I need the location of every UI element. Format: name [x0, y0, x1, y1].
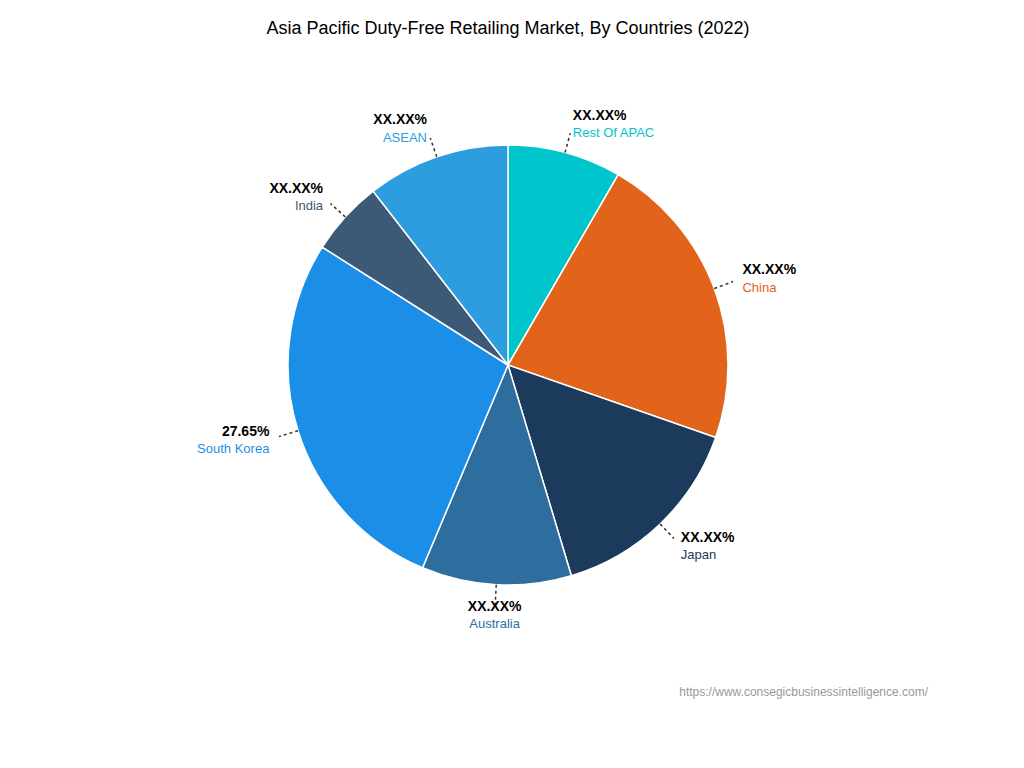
svg-text:ASEAN: ASEAN: [383, 130, 427, 145]
html-text:https://www.consegicbusinessin: https://www.consegicbusinessintelligence…: [679, 685, 928, 699]
svg-text:Rest Of APAC: Rest Of APAC: [573, 125, 654, 140]
svg-text:Australia: Australia: [469, 616, 520, 631]
svg-text:XX.XX%: XX.XX%: [573, 107, 627, 123]
svg-text:India: India: [295, 198, 324, 213]
svg-text:Japan: Japan: [681, 547, 716, 562]
svg-text:XX.XX%: XX.XX%: [742, 261, 796, 277]
svg-text:XX.XX%: XX.XX%: [681, 529, 735, 545]
svg-text:XX.XX%: XX.XX%: [468, 598, 522, 614]
svg-text:XX.XX%: XX.XX%: [373, 111, 427, 127]
html-text:Asia Pacific Duty-Free Retaili: Asia Pacific Duty-Free Retailing Market,…: [266, 18, 750, 38]
svg-text:27.65%: 27.65%: [222, 423, 270, 439]
svg-text:South Korea: South Korea: [197, 441, 270, 456]
svg-text:XX.XX%: XX.XX%: [269, 180, 323, 196]
svg-text:China: China: [742, 280, 777, 295]
